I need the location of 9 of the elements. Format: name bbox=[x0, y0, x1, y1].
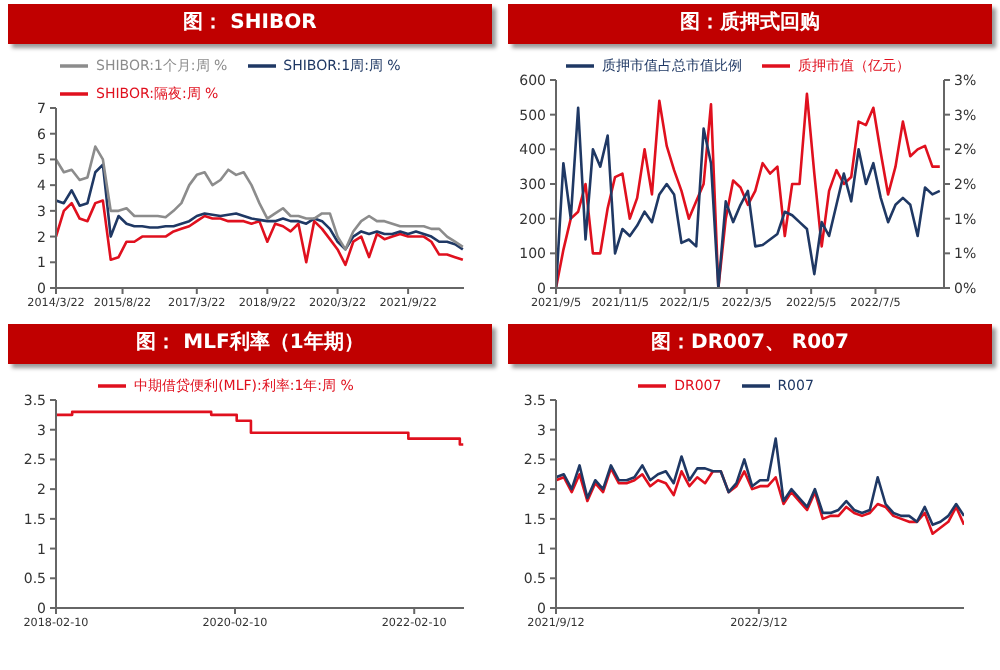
chart-title: 图： SHIBOR bbox=[8, 4, 492, 44]
chart-title: 图：DR007、 R007 bbox=[508, 324, 992, 364]
chart-title: 图：质押式回购 bbox=[508, 4, 992, 44]
line-series bbox=[56, 199, 464, 267]
chart-title: 图： MLF利率（1年期） bbox=[8, 324, 492, 364]
line-series bbox=[56, 163, 464, 251]
line-series bbox=[556, 467, 964, 536]
line-series bbox=[56, 145, 464, 251]
line-series bbox=[556, 437, 964, 527]
